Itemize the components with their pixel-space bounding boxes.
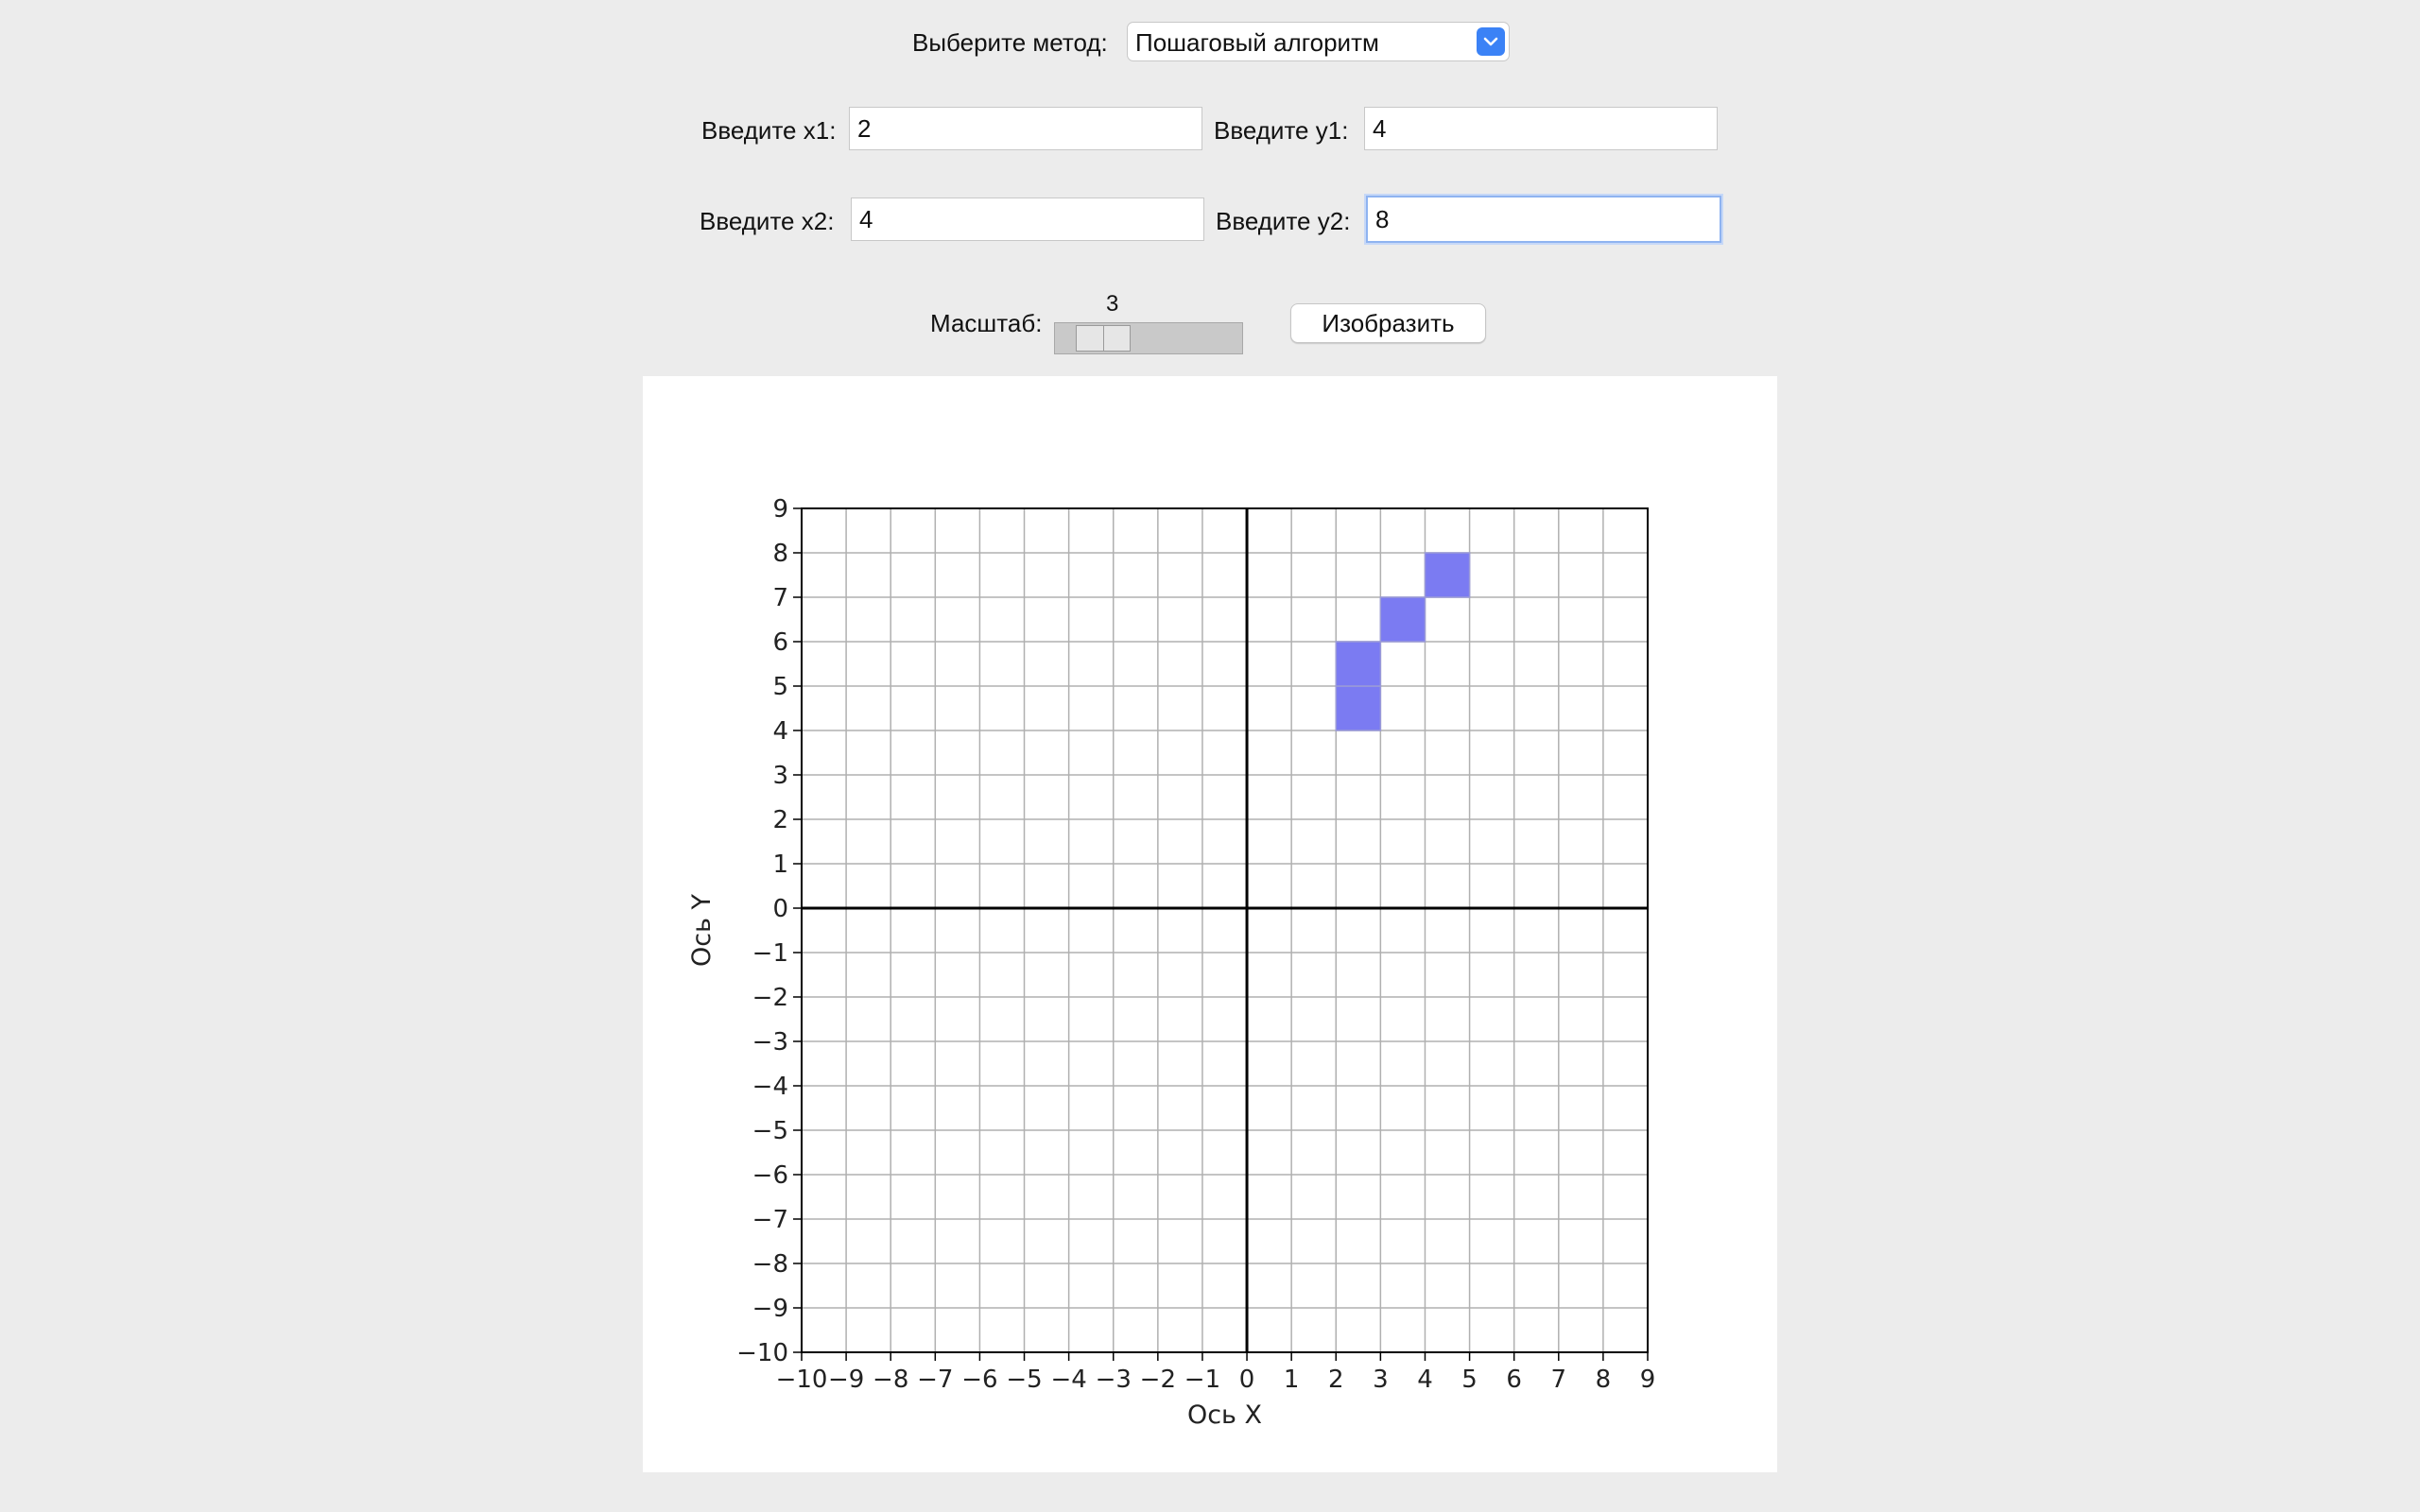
x-tick-label: −6 — [961, 1366, 997, 1394]
y-tick-label: −2 — [752, 984, 788, 1012]
y-tick-label: 7 — [772, 584, 788, 612]
y-tick-label: 5 — [772, 673, 788, 701]
y-tick-label: −1 — [752, 939, 788, 968]
pixel-cell — [1424, 552, 1471, 598]
y-tick-label: −7 — [752, 1206, 788, 1234]
y1-input[interactable] — [1364, 107, 1718, 150]
x-tick-label: 9 — [1640, 1366, 1656, 1394]
y-axis-label: Ось Y — [687, 893, 717, 967]
x-tick-label: −4 — [1050, 1366, 1086, 1394]
x-tick-label: 4 — [1417, 1366, 1433, 1394]
plot-canvas: −10 −9 −8 −7 −6 −5 −4 −3 −2 −1 0 1 2 3 4 5 6 7 8 9 −10 −9 −8 −7… — [643, 376, 1777, 1472]
y2-label: Введите y2: — [1216, 207, 1351, 235]
x-tick-label: 7 — [1551, 1366, 1567, 1394]
x-tick-label: −8 — [873, 1366, 908, 1394]
method-select[interactable]: Пошаговый алгоритм — [1127, 22, 1510, 61]
x-tick-label: −9 — [828, 1366, 864, 1394]
plot-frame — [801, 507, 1649, 1353]
x-tick-label: −1 — [1184, 1366, 1220, 1394]
y-tick-label: −5 — [752, 1117, 788, 1145]
y-tick-label: −3 — [752, 1028, 788, 1057]
x-tick-label: −7 — [917, 1366, 953, 1394]
y-tick-label: −6 — [752, 1161, 788, 1190]
x-tick-label: 3 — [1373, 1366, 1389, 1394]
y2-input[interactable] — [1366, 196, 1721, 243]
y-tick-label: 2 — [772, 806, 788, 834]
pixel-cell — [1379, 596, 1426, 643]
x-axis-label: Ось X — [1187, 1400, 1262, 1430]
y-tick-label: 9 — [772, 495, 788, 524]
x-tick-label: 8 — [1596, 1366, 1612, 1394]
x1-label: Введите x1: — [701, 116, 837, 145]
x-tick-label: −5 — [1006, 1366, 1042, 1394]
y-tick-label: 0 — [772, 895, 788, 923]
y1-label: Введите y1: — [1214, 116, 1349, 145]
x2-label: Введите x2: — [700, 207, 835, 235]
y-tick-label: −4 — [752, 1073, 788, 1101]
pixel-grid-plot: −10 −9 −8 −7 −6 −5 −4 −3 −2 −1 0 1 2 3 4 5 6 7 8 9−10−9−8−7… — [687, 495, 1656, 1430]
scale-slider[interactable] — [1054, 322, 1243, 354]
chevron-down-icon[interactable] — [1477, 27, 1505, 56]
x-tick-label: −3 — [1096, 1366, 1132, 1394]
x2-input[interactable] — [851, 198, 1204, 241]
y-tick-label: −8 — [752, 1250, 788, 1279]
x-tick-label: 2 — [1328, 1366, 1344, 1394]
x1-input[interactable] — [849, 107, 1202, 150]
pixel-cell — [1335, 685, 1382, 731]
y-tick-label: 1 — [772, 850, 788, 879]
draw-button[interactable]: Изобразить — [1290, 303, 1486, 343]
x-tick-label: 6 — [1506, 1366, 1522, 1394]
x-tick-label: 0 — [1239, 1366, 1255, 1394]
x-tick-label: −2 — [1140, 1366, 1176, 1394]
y-tick-label: −10 — [736, 1339, 788, 1367]
y-tick-label: −9 — [752, 1295, 788, 1323]
y-tick-label: 4 — [772, 717, 788, 746]
method-label: Выберите метод: — [912, 28, 1108, 57]
x-tick-label: 1 — [1284, 1366, 1300, 1394]
y-tick-label: 6 — [772, 628, 788, 657]
scale-slider-handle[interactable] — [1076, 325, 1132, 352]
pixel-cell — [1335, 641, 1382, 687]
x-tick-label: 5 — [1461, 1366, 1478, 1394]
scale-value: 3 — [1106, 291, 1119, 317]
method-select-value: Пошаговый алгоритм — [1135, 28, 1379, 57]
y-tick-label: 8 — [772, 540, 788, 568]
scale-label: Масштаб: — [930, 309, 1043, 337]
y-tick-label: 3 — [772, 762, 788, 790]
x-tick-label: −10 — [776, 1366, 828, 1394]
